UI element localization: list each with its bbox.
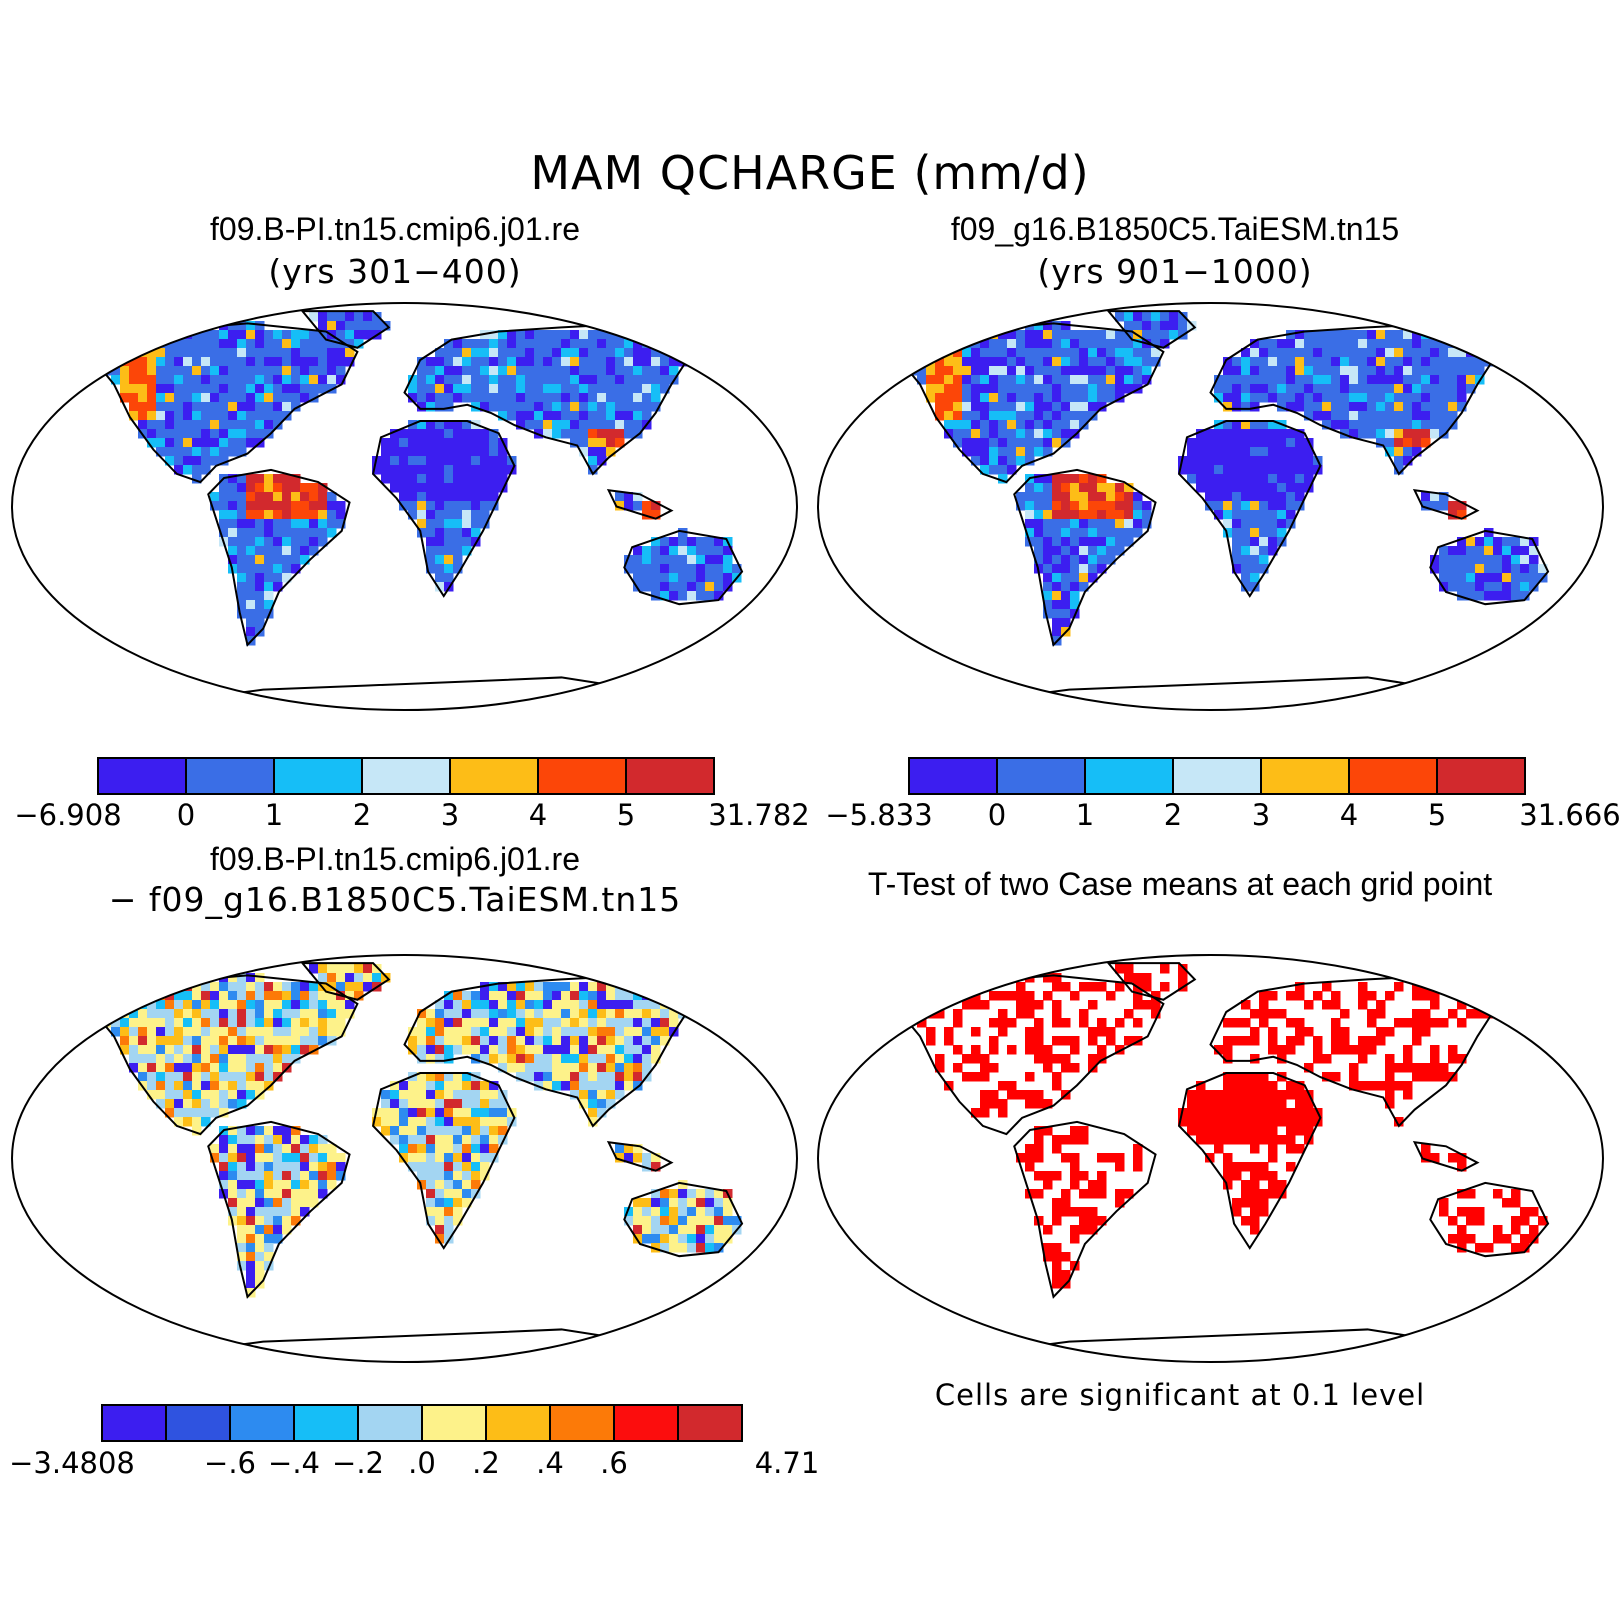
colorbar-panel2-box — [1436, 757, 1526, 795]
colorbar-panel2-box — [908, 757, 998, 795]
colorbar-panel1-tick-label: −6.908 — [14, 798, 122, 832]
colorbar-panel3-box — [421, 1404, 487, 1442]
colorbar-panel2-box — [1260, 757, 1350, 795]
colorbar-panel1-tick-label: 1 — [264, 798, 284, 832]
colorbar-panel3-box — [613, 1404, 679, 1442]
panel1-title: f09.B-PI.tn15.cmip6.j01.re — [210, 211, 580, 247]
colorbar-panel1-tick-label: 0 — [176, 798, 196, 832]
colorbar-panel2-tick-label: 2 — [1163, 798, 1183, 832]
colorbar-panel3-box — [229, 1404, 295, 1442]
colorbar-panel3-tick-label: −.4 — [268, 1446, 320, 1480]
colorbar-panel3-tick-label: .2 — [472, 1446, 500, 1480]
colorbar-panel3-box — [549, 1404, 615, 1442]
colorbar-panel3-box — [677, 1404, 743, 1442]
colorbar-panel2-tick-label: 3 — [1251, 798, 1271, 832]
colorbar-panel1-box — [273, 757, 363, 795]
colorbar-panel2 — [908, 757, 1526, 795]
map-border-1 — [11, 302, 798, 711]
map-border-2 — [817, 302, 1604, 711]
colorbar-panel2-tick-label: 1 — [1075, 798, 1095, 832]
colorbar-panel2-tick-label: −5.833 — [825, 798, 933, 832]
panel2-subtitle: (yrs 901−1000) — [1037, 252, 1313, 291]
colorbar-panel3-tick-label: .4 — [536, 1446, 564, 1480]
figure-title: MAM QCHARGE (mm/d) — [530, 146, 1090, 200]
colorbar-panel2-tick-label: 5 — [1427, 798, 1447, 832]
panel1-subtitle: (yrs 301−400) — [268, 252, 522, 291]
colorbar-panel1-box — [449, 757, 539, 795]
colorbar-panel1 — [97, 757, 715, 795]
colorbar-panel3-tick-label: 4.71 — [754, 1446, 820, 1480]
colorbar-panel2-tick-label: 0 — [987, 798, 1007, 832]
panel3-subtitle: − f09_g16.B1850C5.TaiESM.tn15 — [108, 880, 682, 919]
panel4-title: T-Test of two Case means at each grid po… — [867, 866, 1493, 902]
panel2-title: f09_g16.B1850C5.TaiESM.tn15 — [950, 211, 1400, 247]
colorbar-panel2-tick-label: 4 — [1339, 798, 1359, 832]
colorbar-panel2-box — [996, 757, 1086, 795]
colorbar-panel3-tick-label: .6 — [600, 1446, 628, 1480]
colorbar-panel3-box — [485, 1404, 551, 1442]
colorbar-panel1-box — [185, 757, 275, 795]
map-panel-1 — [11, 302, 798, 711]
colorbar-panel1-box — [97, 757, 187, 795]
colorbar-panel3-tick-label: .0 — [408, 1446, 436, 1480]
map-panel-3 — [11, 954, 798, 1363]
colorbar-panel1-tick-label: 5 — [616, 798, 636, 832]
colorbar-panel1-tick-label: 31.782 — [708, 798, 810, 832]
colorbar-panel3-box — [165, 1404, 231, 1442]
colorbar-panel2-tick-label: 31.666 — [1519, 798, 1620, 832]
map-panel-2 — [817, 302, 1604, 711]
colorbar-panel3-tick-label: −3.4808 — [9, 1446, 135, 1480]
colorbar-panel2-box — [1172, 757, 1262, 795]
colorbar-panel3-tick-label: −.2 — [332, 1446, 384, 1480]
colorbar-panel1-box — [625, 757, 715, 795]
colorbar-panel3-box — [101, 1404, 167, 1442]
colorbar-panel1-tick-label: 4 — [528, 798, 548, 832]
colorbar-panel1-box — [361, 757, 451, 795]
panel3-title: f09.B-PI.tn15.cmip6.j01.re — [210, 841, 580, 877]
colorbar-panel3 — [101, 1404, 743, 1442]
colorbar-panel1-box — [537, 757, 627, 795]
significance-note: Cells are significant at 0.1 level — [934, 1378, 1426, 1412]
colorbar-panel2-box — [1084, 757, 1174, 795]
colorbar-panel1-tick-label: 2 — [352, 798, 372, 832]
map-border-4 — [817, 954, 1604, 1363]
colorbar-panel3-box — [357, 1404, 423, 1442]
colorbar-panel3-box — [293, 1404, 359, 1442]
map-border-3 — [11, 954, 798, 1363]
colorbar-panel3-tick-label: −.6 — [204, 1446, 256, 1480]
colorbar-panel2-box — [1348, 757, 1438, 795]
colorbar-panel1-tick-label: 3 — [440, 798, 460, 832]
map-panel-4 — [817, 954, 1604, 1363]
